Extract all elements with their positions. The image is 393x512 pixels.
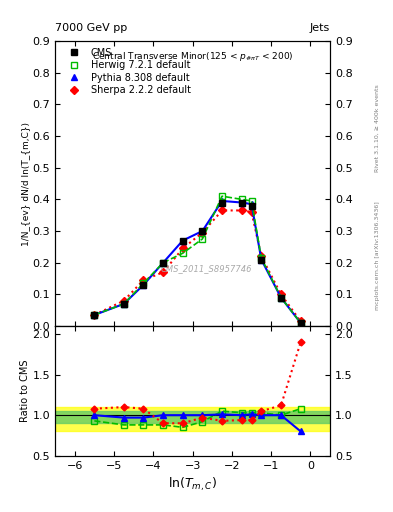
Pythia 8.308 default: [249, 201, 254, 207]
Herwig 7.2.1 default: [298, 320, 303, 326]
Pythia 8.308 default: [161, 260, 165, 266]
Pythia 8.308 default: [92, 312, 97, 318]
Legend: CMS, Herwig 7.2.1 default, Pythia 8.308 default, Sherpa 2.2.2 default: CMS, Herwig 7.2.1 default, Pythia 8.308 …: [58, 44, 195, 99]
Text: CMS_2011_S8957746: CMS_2011_S8957746: [161, 265, 252, 273]
Pythia 8.308 default: [200, 228, 205, 234]
Pythia 8.308 default: [239, 200, 244, 206]
Pythia 8.308 default: [121, 301, 126, 307]
CMS: [161, 260, 165, 266]
Pythia 8.308 default: [259, 257, 264, 263]
CMS: [141, 282, 146, 288]
Sherpa 2.2.2 default: [141, 277, 146, 283]
CMS: [239, 200, 244, 206]
CMS: [259, 257, 264, 263]
Pythia 8.308 default: [180, 238, 185, 244]
CMS: [298, 320, 303, 326]
Pythia 8.308 default: [220, 198, 224, 204]
Bar: [55, 407, 330, 432]
Text: Central Transverse Minor(125 < $p_{\#\pi T}$ < 200): Central Transverse Minor(125 < $p_{\#\pi…: [92, 50, 293, 62]
Text: mcplots.cern.ch [arXiv:1306.3436]: mcplots.cern.ch [arXiv:1306.3436]: [375, 202, 380, 310]
Y-axis label: Ratio to CMS: Ratio to CMS: [20, 359, 29, 422]
Text: Jets: Jets: [310, 23, 330, 33]
CMS: [180, 238, 185, 244]
Sherpa 2.2.2 default: [249, 209, 254, 215]
Sherpa 2.2.2 default: [259, 253, 264, 260]
CMS: [279, 294, 283, 301]
CMS: [200, 228, 205, 234]
Pythia 8.308 default: [279, 294, 283, 301]
X-axis label: $\mathrm{ln}(T_{m,C})$: $\mathrm{ln}(T_{m,C})$: [168, 476, 217, 494]
Herwig 7.2.1 default: [220, 193, 224, 199]
Text: Rivet 3.1.10, ≥ 400k events: Rivet 3.1.10, ≥ 400k events: [375, 84, 380, 172]
Sherpa 2.2.2 default: [161, 269, 165, 275]
Herwig 7.2.1 default: [200, 236, 205, 242]
Sherpa 2.2.2 default: [298, 318, 303, 325]
Bar: [55, 411, 330, 423]
CMS: [220, 200, 224, 206]
Sherpa 2.2.2 default: [92, 312, 97, 318]
Herwig 7.2.1 default: [180, 250, 185, 257]
Line: Sherpa 2.2.2 default: Sherpa 2.2.2 default: [92, 208, 303, 324]
Pythia 8.308 default: [298, 320, 303, 326]
Herwig 7.2.1 default: [279, 294, 283, 301]
Line: Pythia 8.308 default: Pythia 8.308 default: [91, 198, 304, 326]
Herwig 7.2.1 default: [141, 280, 146, 286]
Pythia 8.308 default: [141, 282, 146, 288]
Herwig 7.2.1 default: [239, 196, 244, 202]
CMS: [249, 203, 254, 209]
Sherpa 2.2.2 default: [180, 245, 185, 251]
Herwig 7.2.1 default: [249, 198, 254, 204]
Sherpa 2.2.2 default: [239, 207, 244, 214]
Y-axis label: 1/N_{ev} dN/d ln(T_{m,C}): 1/N_{ev} dN/d ln(T_{m,C}): [20, 121, 29, 246]
Herwig 7.2.1 default: [161, 260, 165, 266]
Sherpa 2.2.2 default: [279, 291, 283, 297]
Herwig 7.2.1 default: [121, 301, 126, 307]
Text: 7000 GeV pp: 7000 GeV pp: [55, 23, 127, 33]
Herwig 7.2.1 default: [259, 255, 264, 261]
Line: Herwig 7.2.1 default: Herwig 7.2.1 default: [91, 193, 304, 326]
Herwig 7.2.1 default: [92, 312, 97, 318]
Line: CMS: CMS: [91, 199, 304, 326]
Sherpa 2.2.2 default: [200, 229, 205, 236]
CMS: [121, 301, 126, 307]
Sherpa 2.2.2 default: [220, 207, 224, 214]
Sherpa 2.2.2 default: [121, 297, 126, 304]
CMS: [92, 312, 97, 318]
